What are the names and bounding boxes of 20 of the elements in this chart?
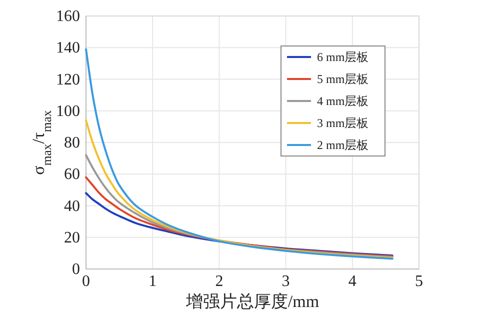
y-tick-label: 100 xyxy=(56,102,80,120)
x-axis-title: 增强片总厚度/mm xyxy=(184,292,320,311)
x-tick-label: 2 xyxy=(215,273,224,290)
legend-label: 5 mm层板 xyxy=(317,72,369,86)
y-tick-label: 20 xyxy=(64,229,80,246)
y-tick-label: 0 xyxy=(72,261,80,278)
x-tick-label: 1 xyxy=(148,273,157,290)
legend-label: 3 mm层板 xyxy=(317,116,369,130)
legend-label: 6 mm层板 xyxy=(317,50,369,64)
y-tick-label: 160 xyxy=(56,8,80,25)
legend-label: 2 mm层板 xyxy=(317,138,369,152)
y-tick-label: 40 xyxy=(64,198,80,215)
legend-label: 4 mm层板 xyxy=(317,94,369,108)
x-tick-label: 3 xyxy=(282,273,290,290)
x-tick-label: 5 xyxy=(415,273,423,290)
y-tick-label: 120 xyxy=(56,71,80,88)
y-tick-label: 140 xyxy=(56,40,80,57)
y-tick-label: 60 xyxy=(64,166,80,184)
x-tick-label: 4 xyxy=(348,273,356,290)
y-tick-label: 80 xyxy=(64,134,80,152)
